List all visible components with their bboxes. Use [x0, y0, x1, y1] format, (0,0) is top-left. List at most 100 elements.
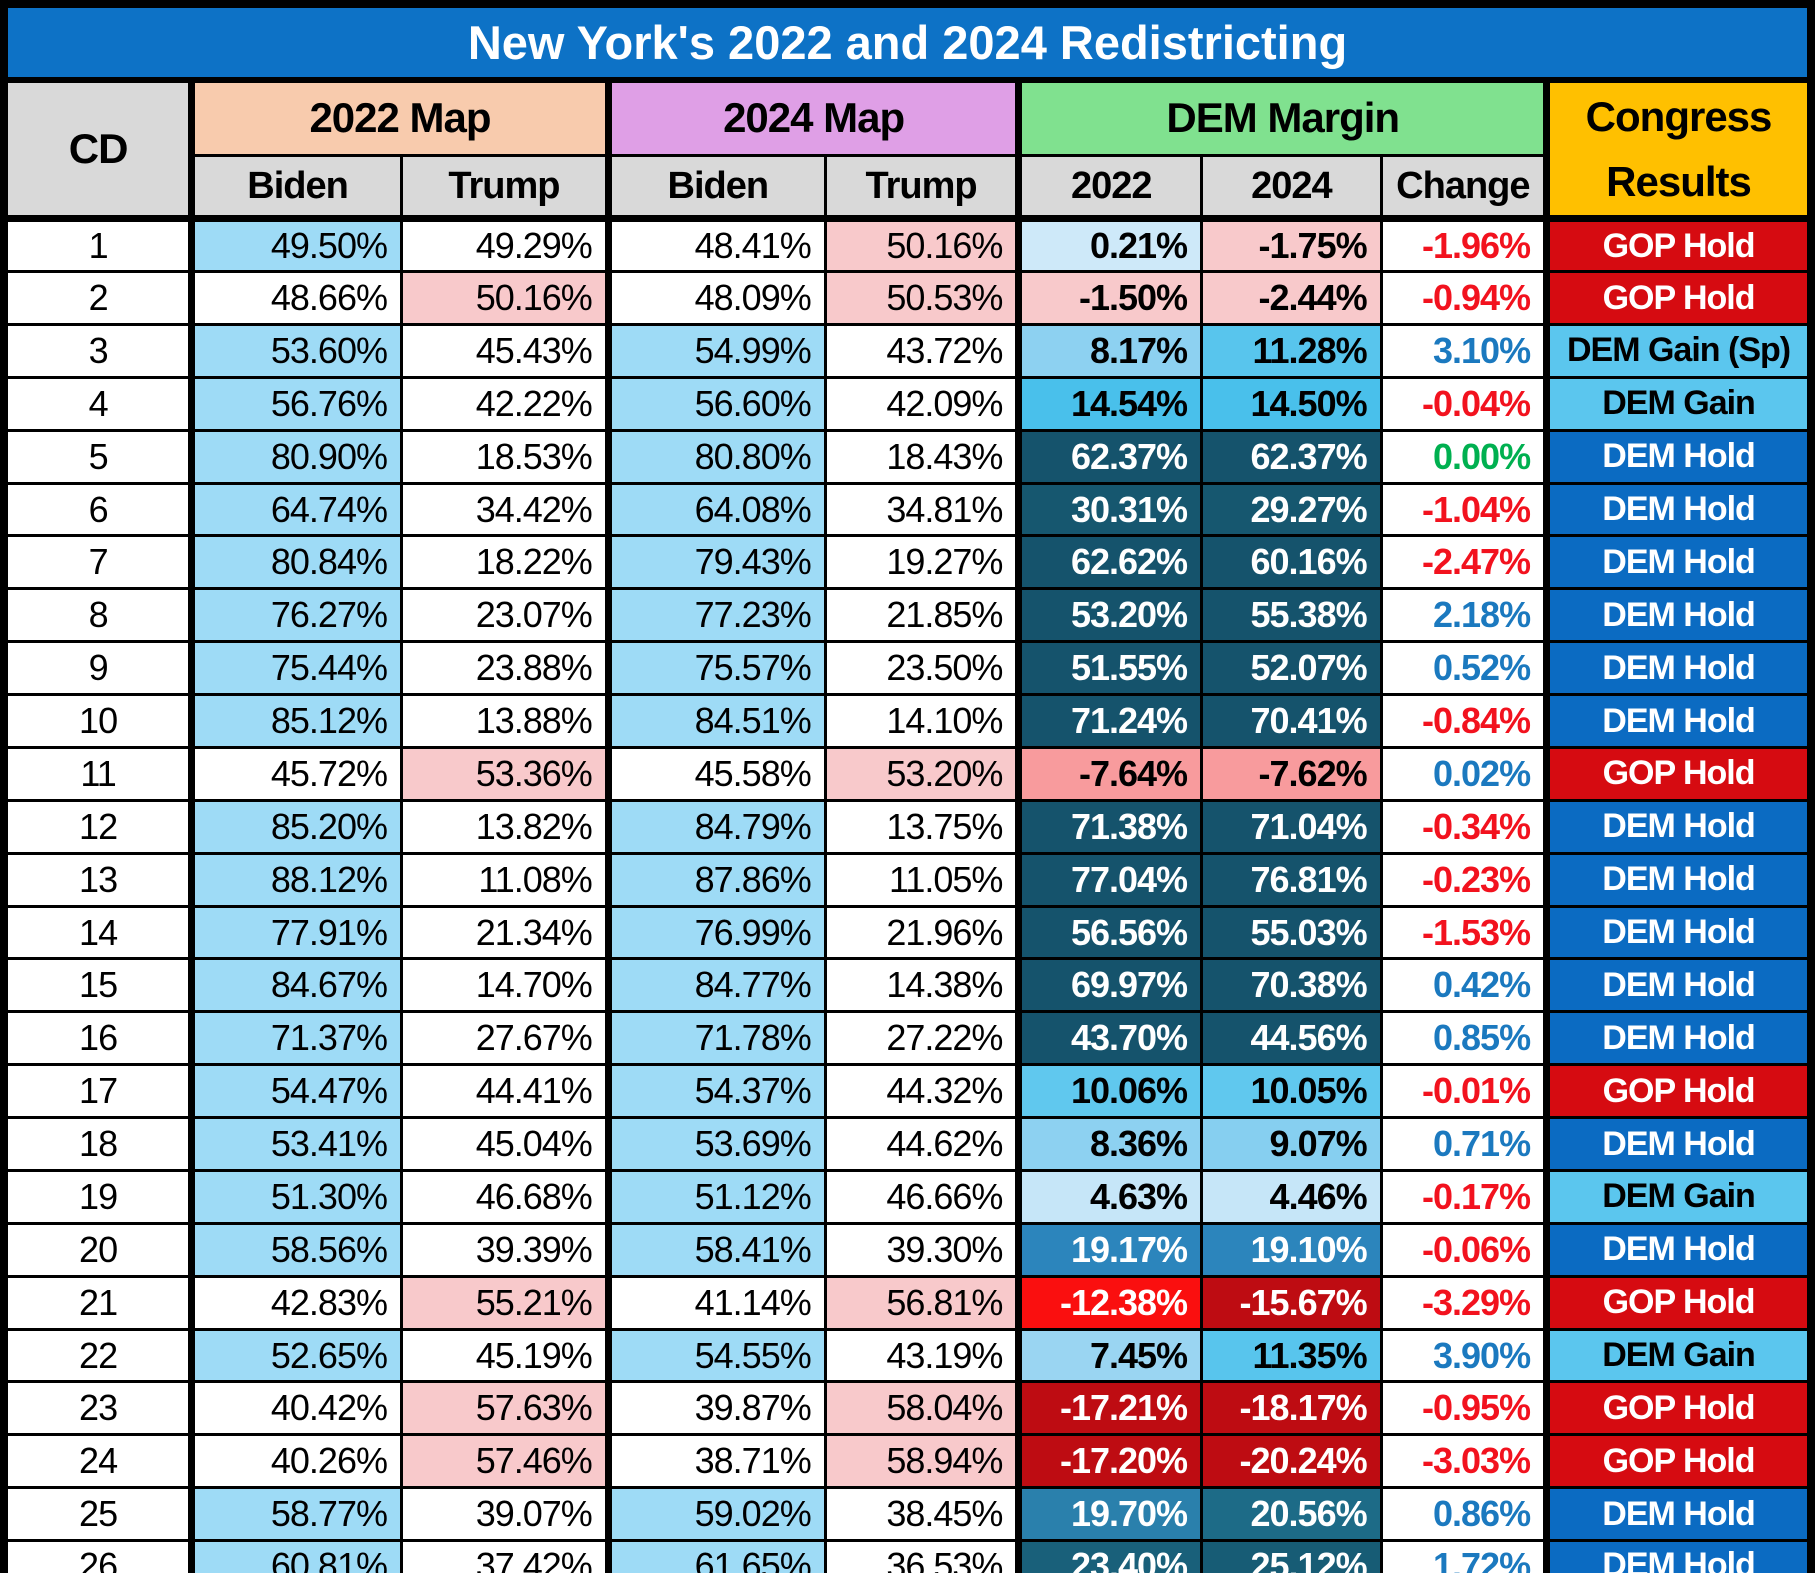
column-header-margin-2024: 2024 — [1200, 153, 1383, 223]
margin-2022-cell: 71.24% — [1015, 693, 1204, 749]
margin-2022-cell: 77.04% — [1015, 851, 1204, 908]
margin-2024-cell: 20.56% — [1200, 1486, 1383, 1543]
congress-result-cell: DEM Hold — [1543, 640, 1813, 697]
margin-2024-cell: -20.24% — [1200, 1433, 1383, 1490]
trump-2024-cell: 44.32% — [823, 1063, 1021, 1120]
biden-2024-cell: 48.41% — [604, 217, 827, 274]
biden-2024-cell: 84.51% — [604, 693, 827, 749]
change-cell: -3.03% — [1379, 1433, 1549, 1490]
biden-2024-cell: 56.60% — [604, 375, 827, 432]
trump-2022-cell: 13.82% — [400, 798, 610, 855]
margin-2022-cell: 23.40% — [1015, 1539, 1204, 1573]
change-cell: -0.95% — [1379, 1380, 1549, 1437]
change-cell: 0.02% — [1379, 745, 1549, 802]
table-row: 9 75.44% 23.88% 75.57% 23.50% 51.55% 52.… — [2, 640, 1813, 697]
biden-2022-cell: 58.77% — [188, 1486, 403, 1543]
biden-2024-cell: 53.69% — [604, 1116, 827, 1172]
margin-2022-cell: 53.20% — [1015, 587, 1204, 644]
congress-result-cell: DEM Hold — [1543, 851, 1813, 908]
trump-2022-cell: 21.34% — [400, 904, 610, 961]
cd-cell: 24 — [2, 1433, 194, 1490]
trump-2024-cell: 42.09% — [823, 375, 1021, 432]
table-row: 11 45.72% 53.36% 45.58% 53.20% -7.64% -7… — [2, 745, 1813, 802]
margin-2022-cell: -7.64% — [1015, 745, 1204, 802]
trump-2024-cell: 21.85% — [823, 587, 1021, 644]
biden-2024-cell: 87.86% — [604, 851, 827, 908]
biden-2022-cell: 40.26% — [188, 1433, 403, 1490]
change-cell: -0.01% — [1379, 1063, 1549, 1120]
congress-header-line2: Results — [1606, 158, 1752, 206]
congress-result-cell: DEM Hold — [1543, 428, 1813, 485]
table-row: 16 71.37% 27.67% 71.78% 27.22% 43.70% 44… — [2, 1010, 1813, 1067]
margin-2022-cell: 19.17% — [1015, 1221, 1204, 1278]
margin-2022-cell: 56.56% — [1015, 904, 1204, 961]
cd-cell: 2 — [2, 270, 194, 326]
trump-2024-cell: 11.05% — [823, 851, 1021, 908]
trump-2024-cell: 53.20% — [823, 745, 1021, 802]
biden-2022-cell: 58.56% — [188, 1221, 403, 1278]
trump-2022-cell: 57.46% — [400, 1433, 610, 1490]
trump-2024-cell: 21.96% — [823, 904, 1021, 961]
margin-2022-cell: 51.55% — [1015, 640, 1204, 697]
group-header-2022-map: 2022 Map — [188, 78, 610, 157]
table-row: 2 48.66% 50.16% 48.09% 50.53% -1.50% -2.… — [2, 270, 1813, 326]
congress-result-cell: DEM Hold — [1543, 1486, 1813, 1543]
table-row: 23 40.42% 57.63% 39.87% 58.04% -17.21% -… — [2, 1380, 1813, 1437]
biden-2022-cell: 56.76% — [188, 375, 403, 432]
table-row: 22 52.65% 45.19% 54.55% 43.19% 7.45% 11.… — [2, 1327, 1813, 1384]
table-row: 26 60.81% 37.42% 61.65% 36.53% 23.40% 25… — [2, 1539, 1813, 1573]
table-row: 4 56.76% 42.22% 56.60% 42.09% 14.54% 14.… — [2, 375, 1813, 432]
biden-2022-cell: 45.72% — [188, 745, 403, 802]
congress-result-cell: DEM Hold — [1543, 1116, 1813, 1172]
congress-result-cell: DEM Hold — [1543, 957, 1813, 1014]
change-cell: 2.18% — [1379, 587, 1549, 644]
biden-2022-cell: 64.74% — [188, 481, 403, 538]
margin-2024-cell: 4.46% — [1200, 1168, 1383, 1225]
margin-2022-cell: 4.63% — [1015, 1168, 1204, 1225]
biden-2022-cell: 53.41% — [188, 1116, 403, 1172]
table-row: 20 58.56% 39.39% 58.41% 39.30% 19.17% 19… — [2, 1221, 1813, 1278]
biden-2024-cell: 77.23% — [604, 587, 827, 644]
biden-2024-cell: 75.57% — [604, 640, 827, 697]
trump-2024-cell: 19.27% — [823, 534, 1021, 591]
congress-result-cell: GOP Hold — [1543, 1380, 1813, 1437]
cd-cell: 12 — [2, 798, 194, 855]
change-cell: -0.34% — [1379, 798, 1549, 855]
change-cell: 0.52% — [1379, 640, 1549, 697]
column-header-trump-2024: Trump — [823, 153, 1021, 223]
change-cell: -0.17% — [1379, 1168, 1549, 1225]
table-row: 7 80.84% 18.22% 79.43% 19.27% 62.62% 60.… — [2, 534, 1813, 591]
biden-2022-cell: 42.83% — [188, 1274, 403, 1331]
biden-2024-cell: 61.65% — [604, 1539, 827, 1573]
cd-cell: 7 — [2, 534, 194, 591]
change-cell: -3.29% — [1379, 1274, 1549, 1331]
margin-2022-cell: 30.31% — [1015, 481, 1204, 538]
cd-cell: 8 — [2, 587, 194, 644]
trump-2022-cell: 39.07% — [400, 1486, 610, 1543]
change-cell: -1.96% — [1379, 217, 1549, 274]
biden-2024-cell: 79.43% — [604, 534, 827, 591]
margin-2024-cell: 76.81% — [1200, 851, 1383, 908]
cd-cell: 25 — [2, 1486, 194, 1543]
table-row: 18 53.41% 45.04% 53.69% 44.62% 8.36% 9.0… — [2, 1116, 1813, 1172]
biden-2024-cell: 38.71% — [604, 1433, 827, 1490]
cd-cell: 26 — [2, 1539, 194, 1573]
margin-2022-cell: 62.37% — [1015, 428, 1204, 485]
margin-2024-cell: 70.38% — [1200, 957, 1383, 1014]
table-row: 25 58.77% 39.07% 59.02% 38.45% 19.70% 20… — [2, 1486, 1813, 1543]
margin-2022-cell: -17.20% — [1015, 1433, 1204, 1490]
margin-2024-cell: -1.75% — [1200, 217, 1383, 274]
group-header-dem-margin: DEM Margin — [1015, 78, 1549, 157]
trump-2022-cell: 44.41% — [400, 1063, 610, 1120]
biden-2022-cell: 77.91% — [188, 904, 403, 961]
trump-2022-cell: 18.53% — [400, 428, 610, 485]
trump-2024-cell: 39.30% — [823, 1221, 1021, 1278]
table-row: 12 85.20% 13.82% 84.79% 13.75% 71.38% 71… — [2, 798, 1813, 855]
congress-result-cell: DEM Hold — [1543, 1010, 1813, 1067]
column-header-trump-2022: Trump — [400, 153, 610, 223]
cd-cell: 14 — [2, 904, 194, 961]
biden-2024-cell: 84.79% — [604, 798, 827, 855]
margin-2022-cell: 10.06% — [1015, 1063, 1204, 1120]
table-row: 10 85.12% 13.88% 84.51% 14.10% 71.24% 70… — [2, 693, 1813, 749]
